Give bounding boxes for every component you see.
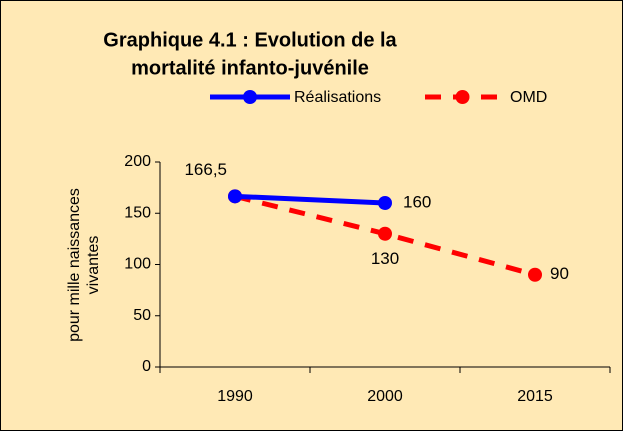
data-label: 160 <box>403 192 431 211</box>
y-tick-label: 100 <box>124 256 151 273</box>
chart-title: Graphique 4.1 : Evolution de la <box>103 29 397 51</box>
legend-label: Réalisations <box>294 89 381 106</box>
chart-title: mortalité infanto-juvénile <box>131 57 369 79</box>
y-axis-title-line: vivantes <box>85 236 102 295</box>
legend-label: OMD <box>510 89 547 106</box>
y-tick-label: 150 <box>124 204 151 221</box>
data-point <box>528 267 542 282</box>
y-tick-label: 50 <box>133 307 151 324</box>
data-point <box>228 189 242 204</box>
legend-marker <box>455 90 470 104</box>
data-point <box>378 196 392 210</box>
y-axis-title: pour mille naissances vivantes <box>66 188 102 342</box>
legend-marker <box>243 90 257 104</box>
data-point <box>378 226 392 241</box>
series-line <box>234 193 386 206</box>
data-label: 130 <box>371 249 399 268</box>
y-axis-title-line: pour mille naissances <box>66 188 83 342</box>
y-tick-label: 200 <box>124 153 151 170</box>
data-label: 90 <box>550 264 569 283</box>
x-tick-label: 2015 <box>517 388 553 405</box>
data-label: 166,5 <box>184 160 227 179</box>
x-tick-label: 1990 <box>217 388 253 405</box>
x-tick-label: 2000 <box>367 388 403 405</box>
y-tick-label: 0 <box>142 358 151 375</box>
